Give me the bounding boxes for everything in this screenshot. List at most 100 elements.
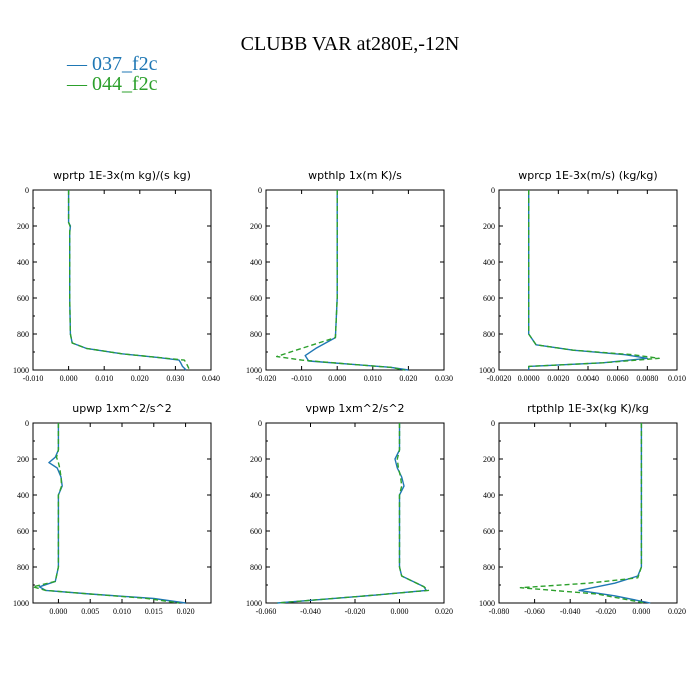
x-tick-label: 0.015 bbox=[145, 607, 163, 616]
x-tick-label: -0.010 bbox=[23, 374, 44, 383]
x-tick-label: -0.040 bbox=[300, 607, 321, 616]
y-tick-label: 800 bbox=[250, 330, 262, 339]
y-tick-label: 0 bbox=[25, 419, 29, 428]
y-tick-label: 200 bbox=[250, 222, 262, 231]
series-line-044_f2c bbox=[519, 423, 646, 604]
x-tick-label: 0.030 bbox=[166, 374, 184, 383]
y-tick-label: 600 bbox=[483, 294, 495, 303]
y-tick-label: 600 bbox=[17, 527, 29, 536]
x-tick-label: 0.020 bbox=[177, 607, 195, 616]
series-line-037_f2c bbox=[277, 423, 427, 604]
y-tick-label: 400 bbox=[250, 258, 262, 267]
y-tick-label: 0 bbox=[25, 186, 29, 195]
y-tick-label: 200 bbox=[17, 455, 29, 464]
panel-title: wprtp 1E-3x(m kg)/(s kg) bbox=[53, 169, 191, 182]
panel-6: rtpthlp 1E-3x(kg K)/kg02004006008001000-… bbox=[479, 402, 686, 616]
x-tick-label: 0.010 bbox=[668, 374, 686, 383]
series-line-044_f2c bbox=[277, 423, 430, 604]
series-line-044_f2c bbox=[67, 190, 191, 371]
panel-title: upwp 1xm^2/s^2 bbox=[72, 402, 172, 415]
x-tick-label: -0.040 bbox=[560, 607, 581, 616]
y-tick-label: 400 bbox=[483, 491, 495, 500]
legend-entry-037: — 037_f2c bbox=[66, 53, 158, 75]
series-line-037_f2c bbox=[67, 190, 187, 371]
y-tick-label: 600 bbox=[17, 294, 29, 303]
y-tick-label: 800 bbox=[483, 563, 495, 572]
x-tick-label: -0.080 bbox=[489, 607, 510, 616]
x-tick-label: -0.020 bbox=[595, 607, 616, 616]
y-tick-label: 600 bbox=[250, 527, 262, 536]
plot-frame bbox=[498, 189, 678, 371]
x-tick-label: 0.020 bbox=[131, 374, 149, 383]
panel-3: wprcp 1E-3x(m/s) (kg/kg) 0 200 400 600 800 100… bbox=[479, 169, 686, 383]
x-tick-label: 0.040 bbox=[202, 374, 220, 383]
y-tick-label: 800 bbox=[250, 563, 262, 572]
y-tick-label: 0 bbox=[491, 419, 495, 428]
plot-frame bbox=[265, 189, 445, 371]
y-tick-label: 600 bbox=[250, 294, 262, 303]
y-tick-label: 1000 bbox=[13, 599, 29, 608]
series-line-037_f2c bbox=[38, 423, 186, 604]
x-tick-label: -0.060 bbox=[524, 607, 545, 616]
plot-frame bbox=[32, 189, 212, 371]
series-line-044_f2c bbox=[32, 423, 180, 604]
panel-2: wpthlp 1x(m K)/s 0 200 400 600 800 1000-0.020 -… bbox=[246, 169, 453, 383]
y-tick-label: 1000 bbox=[479, 599, 495, 608]
x-tick-label: 0.0060 bbox=[607, 374, 629, 383]
x-tick-label: 0.000 bbox=[391, 607, 409, 616]
x-tick-label: 0.000 bbox=[632, 607, 650, 616]
x-tick-label: 0.0080 bbox=[636, 374, 658, 383]
series-line-044_f2c bbox=[276, 190, 405, 371]
y-tick-label: 0 bbox=[258, 186, 262, 195]
x-tick-label: -0.0020 bbox=[487, 374, 512, 383]
plot-frame bbox=[265, 422, 445, 604]
series-line-037_f2c bbox=[528, 190, 648, 370]
y-tick-label: 0 bbox=[491, 186, 495, 195]
y-tick-label: 800 bbox=[17, 563, 29, 572]
panel-title: wprcp 1E-3x(m/s) (kg/kg) bbox=[518, 169, 657, 182]
x-tick-label: 0.0040 bbox=[577, 374, 599, 383]
x-tick-label: 0.020 bbox=[435, 607, 453, 616]
y-tick-label: 400 bbox=[17, 491, 29, 500]
y-tick-label: 800 bbox=[17, 330, 29, 339]
y-tick-label: 200 bbox=[250, 455, 262, 464]
y-tick-label: 1000 bbox=[246, 366, 262, 375]
x-tick-label: 0.020 bbox=[399, 374, 417, 383]
panel-title: rtpthlp 1E-3x(kg K)/kg bbox=[527, 402, 649, 415]
x-tick-label: 0.0020 bbox=[547, 374, 569, 383]
plot-frame bbox=[32, 422, 212, 604]
x-tick-label: 0.010 bbox=[113, 607, 131, 616]
y-tick-label: 600 bbox=[483, 527, 495, 536]
y-tick-label: 200 bbox=[17, 222, 29, 231]
x-tick-label: 0.000 bbox=[60, 374, 78, 383]
y-tick-label: 200 bbox=[483, 222, 495, 231]
y-tick-label: 1000 bbox=[13, 366, 29, 375]
figure-title: CLUBB VAR at280E,-12N bbox=[241, 33, 460, 55]
x-tick-label: -0.020 bbox=[345, 607, 366, 616]
x-tick-label: 0.005 bbox=[81, 607, 99, 616]
x-tick-label: 0.010 bbox=[95, 374, 113, 383]
series-line-044_f2c bbox=[528, 190, 660, 370]
x-tick-label: 0.030 bbox=[435, 374, 453, 383]
legend-entry-044: — 044_f2c bbox=[66, 73, 158, 95]
panel-5: vpwp 1xm^2/s^2 0 200 400 600 800 1000-0.060 -0.… bbox=[246, 402, 453, 616]
x-tick-label: -0.020 bbox=[256, 374, 277, 383]
y-tick-label: 400 bbox=[250, 491, 262, 500]
y-tick-label: 200 bbox=[483, 455, 495, 464]
panel-1: wprtp 1E-3x(m kg)/(s kg) 0 200 400 600 800 100… bbox=[13, 169, 220, 383]
panel-4: upwp 1xm^2/s^2 0 200 400 600 800 1000 0.000 0.00… bbox=[13, 402, 212, 616]
panels-group: wprtp 1E-3x(m kg)/(s kg) 0 200 400 600 800 100… bbox=[13, 169, 686, 616]
x-tick-label: -0.060 bbox=[256, 607, 277, 616]
y-tick-label: 0 bbox=[258, 419, 262, 428]
plot-frame bbox=[498, 422, 678, 604]
x-tick-label: 0.000 bbox=[49, 607, 67, 616]
x-tick-label: -0.010 bbox=[291, 374, 312, 383]
x-tick-label: 0.010 bbox=[364, 374, 382, 383]
y-tick-label: 400 bbox=[17, 258, 29, 267]
panel-title: vpwp 1xm^2/s^2 bbox=[305, 402, 404, 415]
y-tick-label: 800 bbox=[483, 330, 495, 339]
panel-title: wpthlp 1x(m K)/s bbox=[308, 169, 402, 182]
y-tick-label: 400 bbox=[483, 258, 495, 267]
x-tick-label: 0.000 bbox=[328, 374, 346, 383]
y-tick-label: 1000 bbox=[246, 599, 262, 608]
